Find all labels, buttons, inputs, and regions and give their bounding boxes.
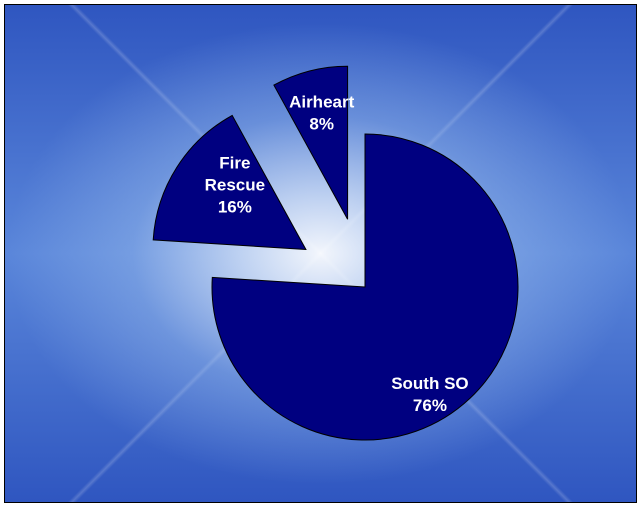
slice-label-airheart: Airheart 8% xyxy=(289,93,355,134)
chart-area: South SO 76% Fire Rescue 16% Airheart 8% xyxy=(4,4,637,503)
slice-label-fire-rescue: Fire Rescue 16% xyxy=(205,153,265,216)
pie-slice-airheart xyxy=(273,65,349,220)
pie-slice-south-so xyxy=(211,133,519,441)
slice-label-south-so: South SO 76% xyxy=(391,374,468,415)
pie-chart: South SO 76% Fire Rescue 16% Airheart 8% xyxy=(152,65,519,441)
pie-slice-fire-rescue xyxy=(152,114,307,251)
